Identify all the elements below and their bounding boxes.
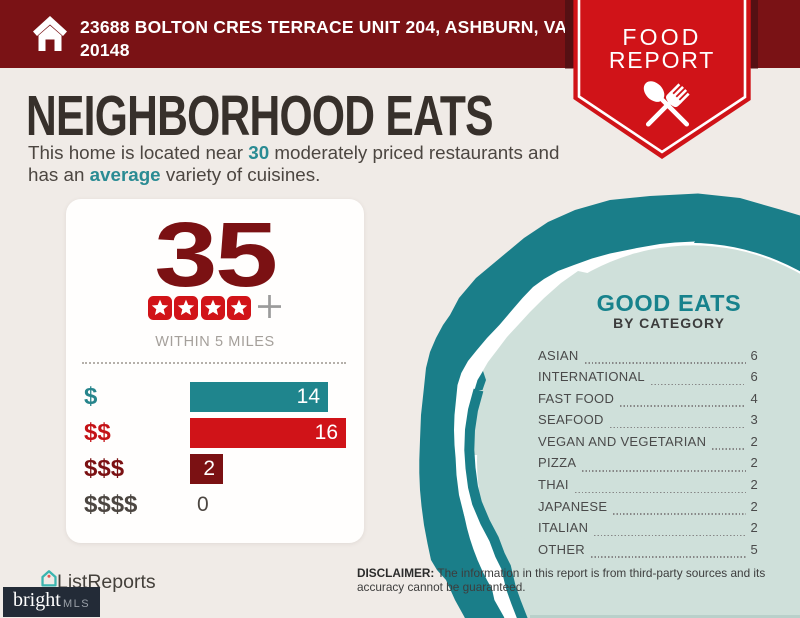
svg-text:REPORT: REPORT bbox=[609, 47, 715, 73]
svg-text:FOOD: FOOD bbox=[622, 24, 701, 50]
